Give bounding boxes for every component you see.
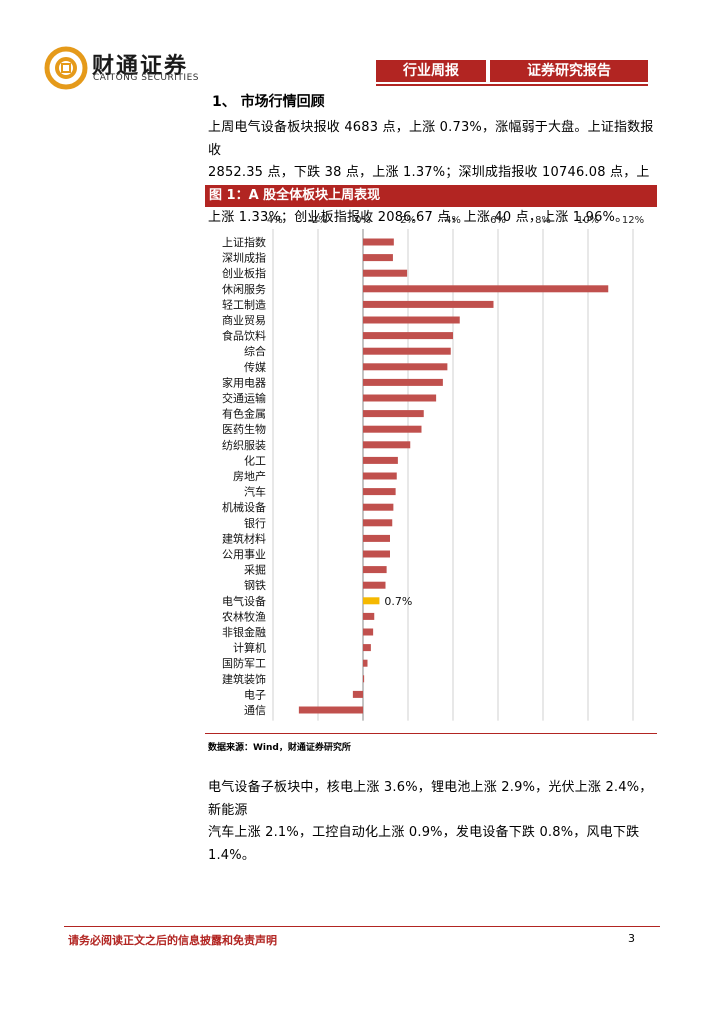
bar [363, 644, 371, 652]
bar [363, 519, 393, 527]
bar [363, 488, 396, 496]
x-tick-label: 6% [490, 215, 506, 226]
category-label: 非银金融 [222, 625, 266, 639]
bar [363, 503, 394, 511]
x-tick-label: -2% [308, 215, 327, 226]
bar [363, 410, 424, 418]
bar [363, 675, 365, 683]
x-tick-label: 4% [445, 215, 461, 226]
bar [363, 441, 411, 449]
footer-disclaimer: 请务必阅读正文之后的信息披露和免责声明 [68, 934, 277, 947]
category-label: 休闲服务 [222, 282, 266, 296]
bar [363, 285, 609, 293]
x-tick-label: 2% [400, 215, 416, 226]
company-logo-icon [44, 46, 88, 90]
category-label: 化工 [244, 453, 266, 467]
category-label: 创业板指 [222, 266, 266, 280]
bar [363, 628, 374, 636]
paragraph-line: 上涨 1.33%；创业板指报收 2086.67 点，上涨 40 点，上涨 1.9… [208, 210, 629, 225]
bar [363, 472, 397, 480]
category-label: 家用电器 [222, 375, 266, 389]
bar [363, 612, 375, 620]
bar [363, 581, 386, 589]
category-label: 商业贸易 [222, 313, 266, 327]
category-label: 房地产 [233, 469, 266, 483]
bar [352, 690, 363, 698]
category-label: 电气设备 [222, 594, 266, 608]
category-label: 计算机 [233, 641, 266, 655]
category-label: 医药生物 [222, 422, 266, 436]
bar [298, 706, 363, 714]
paragraph-line: 上周电气设备板块报收 4683 点，上涨 0.73%，涨幅弱于大盘。上证指数报收 [208, 120, 654, 158]
category-label: 国防军工 [222, 656, 266, 670]
category-label: 传媒 [244, 361, 266, 374]
x-tick-label: 10% [577, 215, 599, 226]
bar [363, 534, 390, 542]
bar [363, 394, 437, 402]
bar [363, 456, 398, 464]
header-tab-report: 证券研究报告 [490, 60, 648, 82]
header-divider [376, 84, 648, 86]
bar [363, 316, 460, 324]
bar [363, 659, 368, 667]
bar [363, 378, 443, 386]
category-label: 电子 [244, 688, 266, 701]
brand-name-cn: 财通证券 [92, 54, 189, 79]
brand-name-en: CAITONG SECURITIES [93, 73, 199, 83]
source-divider [205, 733, 657, 734]
category-label: 上证指数 [222, 235, 266, 249]
category-label: 综合 [244, 344, 266, 358]
bar [363, 254, 393, 262]
category-label: 有色金属 [222, 407, 266, 421]
section-title: 1、 市场行情回顾 [212, 94, 325, 110]
bar [363, 566, 387, 574]
category-label: 通信 [244, 704, 266, 717]
category-label: 汽车 [244, 485, 266, 499]
paragraph-line: 电气设备子板块中，核电上涨 3.6%，锂电池上涨 2.9%，光伏上涨 2.4%，… [208, 780, 653, 818]
category-label: 银行 [244, 516, 266, 530]
bar [363, 597, 380, 605]
bar [363, 300, 494, 308]
bar [363, 269, 408, 277]
bar [363, 363, 448, 371]
bar [363, 238, 394, 246]
category-label: 机械设备 [222, 500, 266, 514]
category-label: 钢铁 [244, 579, 266, 592]
category-label: 建筑装饰 [222, 672, 266, 686]
category-label: 深圳成指 [222, 251, 266, 265]
category-label: 农林牧渔 [222, 609, 266, 623]
category-label: 轻工制造 [222, 297, 266, 311]
x-tick-label: -4% [263, 215, 282, 226]
category-label: 采掘 [244, 563, 266, 577]
bar [363, 332, 453, 340]
category-label: 食品饮料 [222, 329, 266, 343]
category-label: 交通运输 [222, 391, 266, 405]
bar [363, 425, 422, 433]
figure-title: 图 1：A 股全体板块上周表现 [205, 185, 657, 207]
category-label: 公用事业 [222, 548, 266, 561]
x-tick-label: 8% [535, 215, 551, 226]
paragraph-line: 汽车上涨 2.1%，工控自动化上涨 0.9%，发电设备下跌 0.8%，风电下跌 … [208, 825, 640, 863]
category-label: 纺织服装 [222, 438, 266, 452]
x-tick-label: 12% [622, 215, 644, 226]
x-tick-label: 0% [355, 215, 371, 226]
data-label: 0.7% [384, 595, 412, 608]
footer-divider [64, 926, 660, 927]
sector-performance-chart: -4% -2% 0% 2% 4% 6% 8% 10% 12% 上证指数深圳成指创业板指休闲服务轻工… [222, 215, 644, 721]
bar [363, 550, 390, 558]
page-number: 3 [628, 932, 635, 945]
bar [363, 347, 451, 355]
figure-source: 数据来源：Wind，财通证券研究所 [208, 743, 351, 753]
paragraph-subsector: 电气设备子板块中，核电上涨 3.6%，锂电池上涨 2.9%，光伏上涨 2.4%，… [208, 777, 656, 867]
header-tab-weekly: 行业周报 [376, 60, 486, 82]
category-label: 建筑材料 [222, 531, 266, 545]
